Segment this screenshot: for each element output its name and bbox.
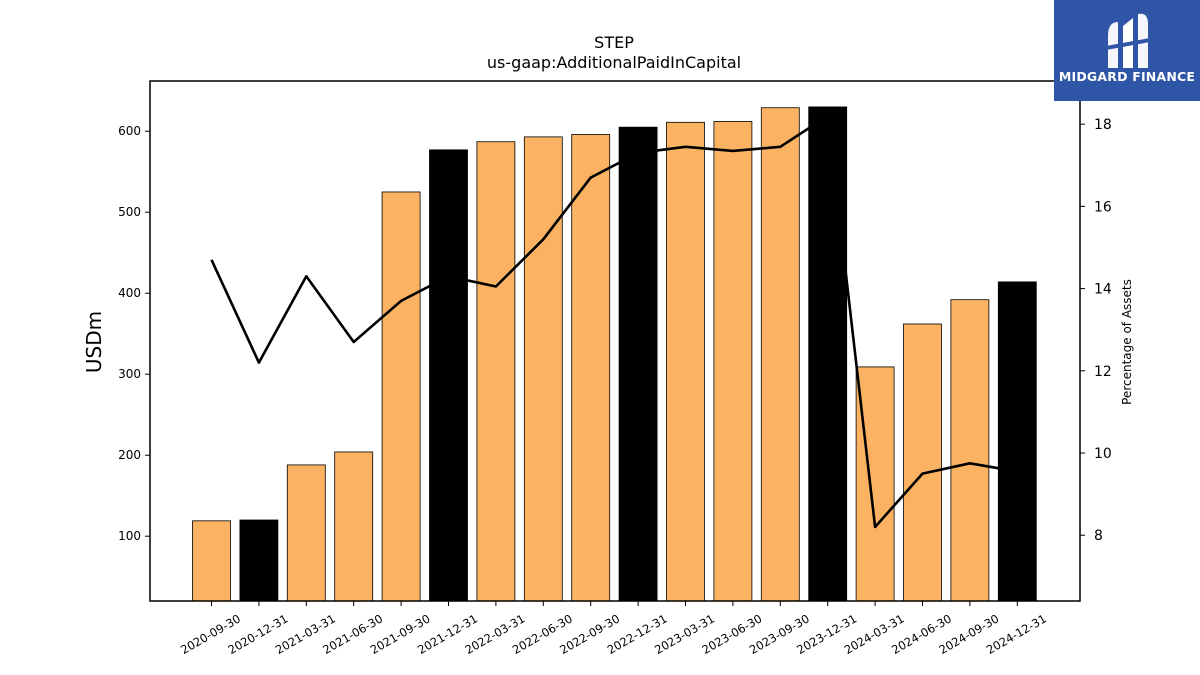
- bar: [429, 149, 468, 602]
- series-line: [210, 114, 1018, 529]
- logo-text: MIDGARD FINANCE: [1058, 69, 1196, 84]
- y-tick-label: 200: [118, 448, 141, 462]
- y-tick-label: 500: [118, 205, 141, 219]
- bar: [523, 136, 563, 602]
- y-tick-label: 100: [118, 529, 141, 543]
- bar: [997, 281, 1037, 602]
- y-tick-label: 600: [118, 124, 141, 138]
- y-axis-label: USDm: [82, 311, 106, 373]
- bar: [713, 121, 753, 602]
- bar: [760, 107, 800, 602]
- y-tick-label: 400: [118, 286, 141, 300]
- y2-tick-label: 8: [1094, 528, 1103, 544]
- logo-mark-icon: [1106, 13, 1150, 68]
- bar: [571, 134, 611, 602]
- y2-axis-label: Percentage of Assets: [1120, 279, 1134, 405]
- plot-frame: [149, 80, 1081, 602]
- y2-tick-label: 14: [1094, 282, 1112, 298]
- y2-tick-label: 12: [1094, 364, 1112, 380]
- bar: [903, 323, 942, 602]
- bar: [381, 191, 421, 602]
- chart-title: STEP: [594, 33, 634, 52]
- y2-tick-label: 10: [1094, 446, 1112, 462]
- bar: [618, 126, 658, 602]
- bar: [666, 121, 705, 602]
- y-tick-label: 300: [118, 367, 141, 381]
- bar: [334, 451, 374, 602]
- y2-tick-label: 18: [1094, 117, 1112, 133]
- bar: [950, 299, 990, 602]
- bar: [239, 519, 279, 602]
- y2-tick-label: 16: [1094, 199, 1112, 215]
- bar: [192, 520, 231, 602]
- bar: [476, 141, 516, 602]
- bar: [286, 464, 326, 602]
- bar: [808, 106, 848, 602]
- company-logo: MIDGARD FINANCE: [1054, 0, 1200, 101]
- chart-subtitle: us-gaap:AdditionalPaidInCapital: [487, 53, 741, 72]
